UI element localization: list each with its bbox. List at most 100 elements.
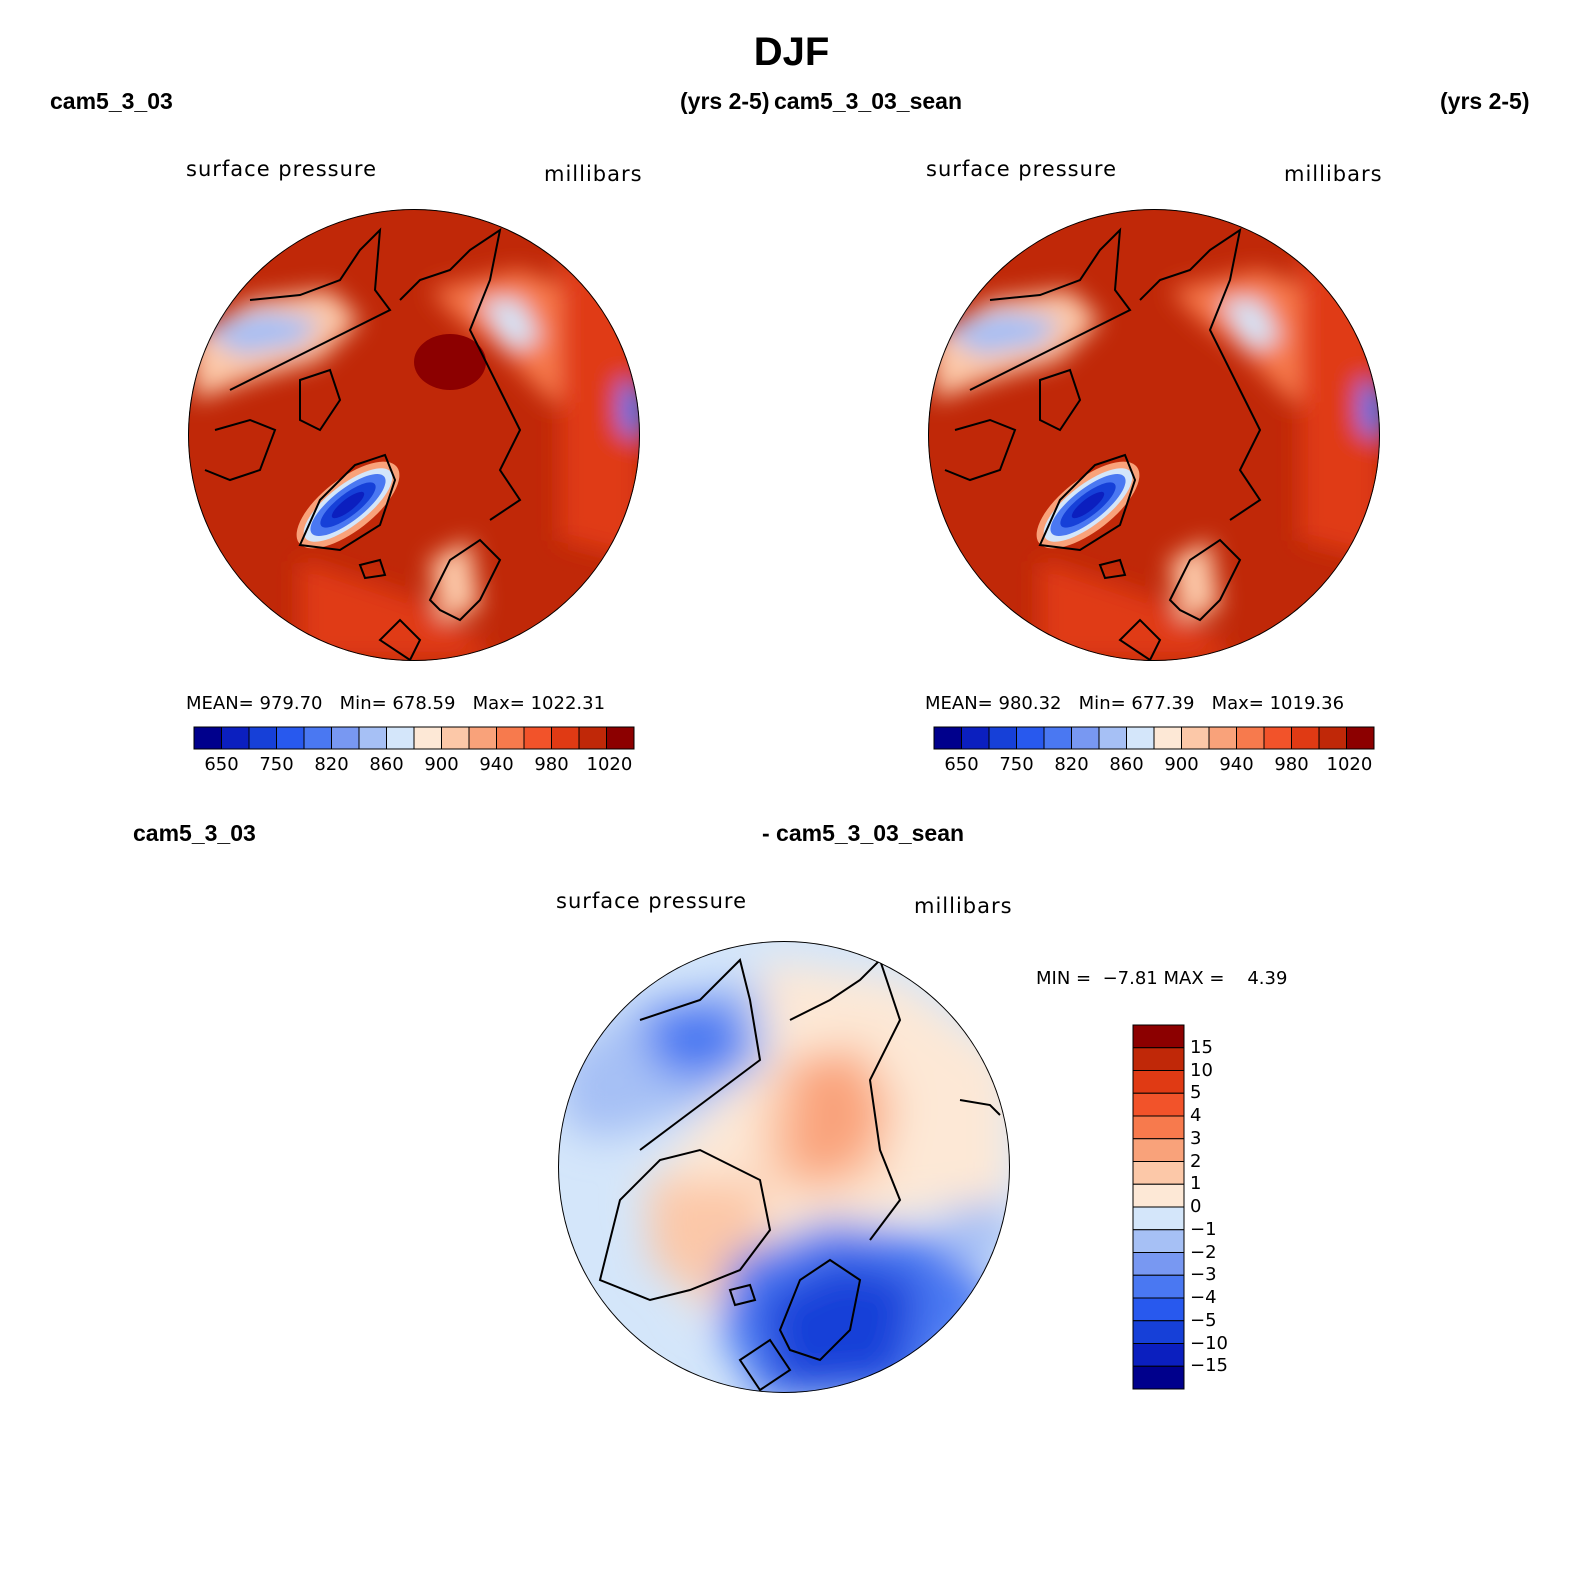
colorbar1-swatch (276, 726, 305, 750)
colorbar3-tick-label: −15 (1190, 1355, 1228, 1377)
colorbar3-swatch (1132, 1161, 1185, 1185)
colorbar2-swatch (1208, 726, 1237, 750)
colorbar2-swatch (1181, 726, 1210, 750)
panel1-arctic-high (414, 334, 486, 390)
colorbar2-tick-label: 940 (1219, 754, 1254, 775)
colorbar2-swatch (988, 726, 1017, 750)
colorbar1-tick-label: 900 (424, 754, 459, 775)
colorbar2-swatch (1291, 726, 1320, 750)
colorbar2-tick-label: 1020 (1326, 754, 1373, 775)
panel1-siberia-low (200, 310, 320, 355)
colorbar3-tick-label: 10 (1190, 1059, 1213, 1081)
panel2-years-label: (yrs 2-5) (1440, 88, 1530, 114)
colorbar2-swatch (961, 726, 990, 750)
colorbar3-tick-label: −5 (1190, 1309, 1217, 1331)
colorbar2-tick-label: 750 (999, 754, 1034, 775)
colorbar3-tick-label: 2 (1190, 1150, 1202, 1172)
panel2-case-label: cam5_3_03_sean (774, 88, 962, 114)
colorbar1-swatch (248, 726, 277, 750)
panel1-scandinavia-plateau (430, 540, 480, 620)
colorbar1-swatch (523, 726, 552, 750)
panel1-stats: MEAN= 979.70 Min= 678.59 Max= 1022.31 (186, 693, 605, 714)
panel2-variable-label: surface pressure (926, 157, 1117, 181)
colorbar1-swatch (496, 726, 525, 750)
diff-variable-label: surface pressure (556, 889, 747, 913)
colorbar1-swatch (358, 726, 387, 750)
colorbar3-swatch (1132, 1343, 1185, 1367)
colorbar1-swatch (303, 726, 332, 750)
colorbar2-tick-label: 980 (1274, 754, 1309, 775)
panel2-map (928, 209, 1380, 661)
colorbar3-swatch (1132, 1297, 1185, 1322)
colorbar1-swatch (441, 726, 470, 750)
colorbar2-tick-label: 900 (1164, 754, 1199, 775)
panel1-mean-value: 979.70 (259, 693, 323, 714)
colorbar3-swatch (1132, 1115, 1185, 1140)
diff-map (558, 941, 1010, 1393)
colorbar3-swatch (1132, 1320, 1185, 1344)
colorbar3-tick-label: −10 (1190, 1332, 1228, 1354)
diff-range-text: MIN = −7.81 MAX = 4.39 (1036, 968, 1287, 989)
panel2-siberia-low (940, 310, 1060, 355)
panel2-max-label: Max= (1211, 693, 1264, 714)
colorbar3-tick-label: 3 (1190, 1127, 1202, 1149)
colorbar2-swatch (1126, 726, 1155, 750)
diff-siberia-core (650, 1000, 750, 1080)
panel1-coastlines (204, 227, 522, 661)
colorbar3-swatch (1132, 1092, 1185, 1117)
panel1-europe-field (300, 560, 500, 660)
colorbar1-swatch (468, 726, 497, 750)
colorbar3-swatch (1132, 1183, 1185, 1208)
colorbar1-tick-label: 980 (534, 754, 569, 775)
colorbar1-swatch (578, 726, 607, 750)
panel1-case-label: cam5_3_03 (50, 88, 173, 114)
colorbar1-tick-label: 650 (204, 754, 239, 775)
panel2-stats: MEAN= 980.32 Min= 677.39 Max= 1019.36 (925, 693, 1344, 714)
colorbar1-swatch (331, 726, 360, 750)
diff-min-value: −7.81 (1102, 968, 1158, 989)
diff-case-label-right: - cam5_3_03_sean (762, 820, 965, 846)
colorbar1-tick-label: 940 (479, 754, 514, 775)
panel2-east-low (1360, 380, 1380, 440)
colorbar3-tick-label: 1 (1190, 1173, 1202, 1195)
colorbar3-tick-label: −4 (1190, 1287, 1217, 1308)
colorbar3-swatch (1132, 1274, 1185, 1299)
colorbar2 (933, 726, 1375, 750)
colorbar3-swatch (1132, 1365, 1185, 1390)
panel1-greenland-low (296, 461, 400, 549)
diff-coastlines (598, 958, 1001, 1392)
panel2-min-value: 677.39 (1131, 693, 1195, 714)
diff-max-label: MAX = (1163, 968, 1225, 989)
colorbar3-tick-label: −3 (1190, 1264, 1217, 1286)
panel1-east-low (620, 380, 640, 440)
colorbar1-swatch (413, 726, 442, 750)
diff-units-label: millibars (914, 894, 1013, 918)
panel2-min-label: Min= (1078, 693, 1126, 714)
colorbar3-tick-label: 0 (1190, 1196, 1202, 1217)
diff-min-label: MIN = (1036, 968, 1092, 989)
diff-case-label-left: cam5_3_03 (133, 820, 256, 846)
colorbar3-swatch (1132, 1070, 1185, 1094)
figure-title: DJF (753, 30, 830, 74)
colorbar3-swatch (1132, 1047, 1185, 1071)
colorbar2-swatch (933, 726, 962, 750)
colorbar3-swatch (1132, 1138, 1185, 1162)
panel2-europe-field (1040, 560, 1240, 660)
panel2-mean-value: 980.32 (998, 693, 1062, 714)
colorbar3-tick-label: −2 (1190, 1241, 1217, 1263)
colorbar2-swatch (1071, 726, 1100, 750)
diff-east-negative (940, 1200, 1010, 1260)
colorbar3-tick-label: −1 (1190, 1218, 1217, 1240)
diff-positive-core (790, 1060, 880, 1180)
colorbar3-tick-label: 15 (1190, 1036, 1213, 1058)
panel2-max-value: 1019.36 (1269, 693, 1345, 714)
panel2-scandinavia-plateau (1170, 540, 1220, 620)
colorbar2-swatch (1346, 726, 1375, 750)
panel1-mean-label: MEAN= (186, 693, 254, 714)
colorbar2-tick-label: 820 (1054, 754, 1089, 775)
colorbar2-swatch (1263, 726, 1292, 750)
colorbar3-swatch (1132, 1252, 1185, 1276)
colorbar2-swatch (1016, 726, 1045, 750)
panel1-min-value: 678.59 (392, 693, 456, 714)
